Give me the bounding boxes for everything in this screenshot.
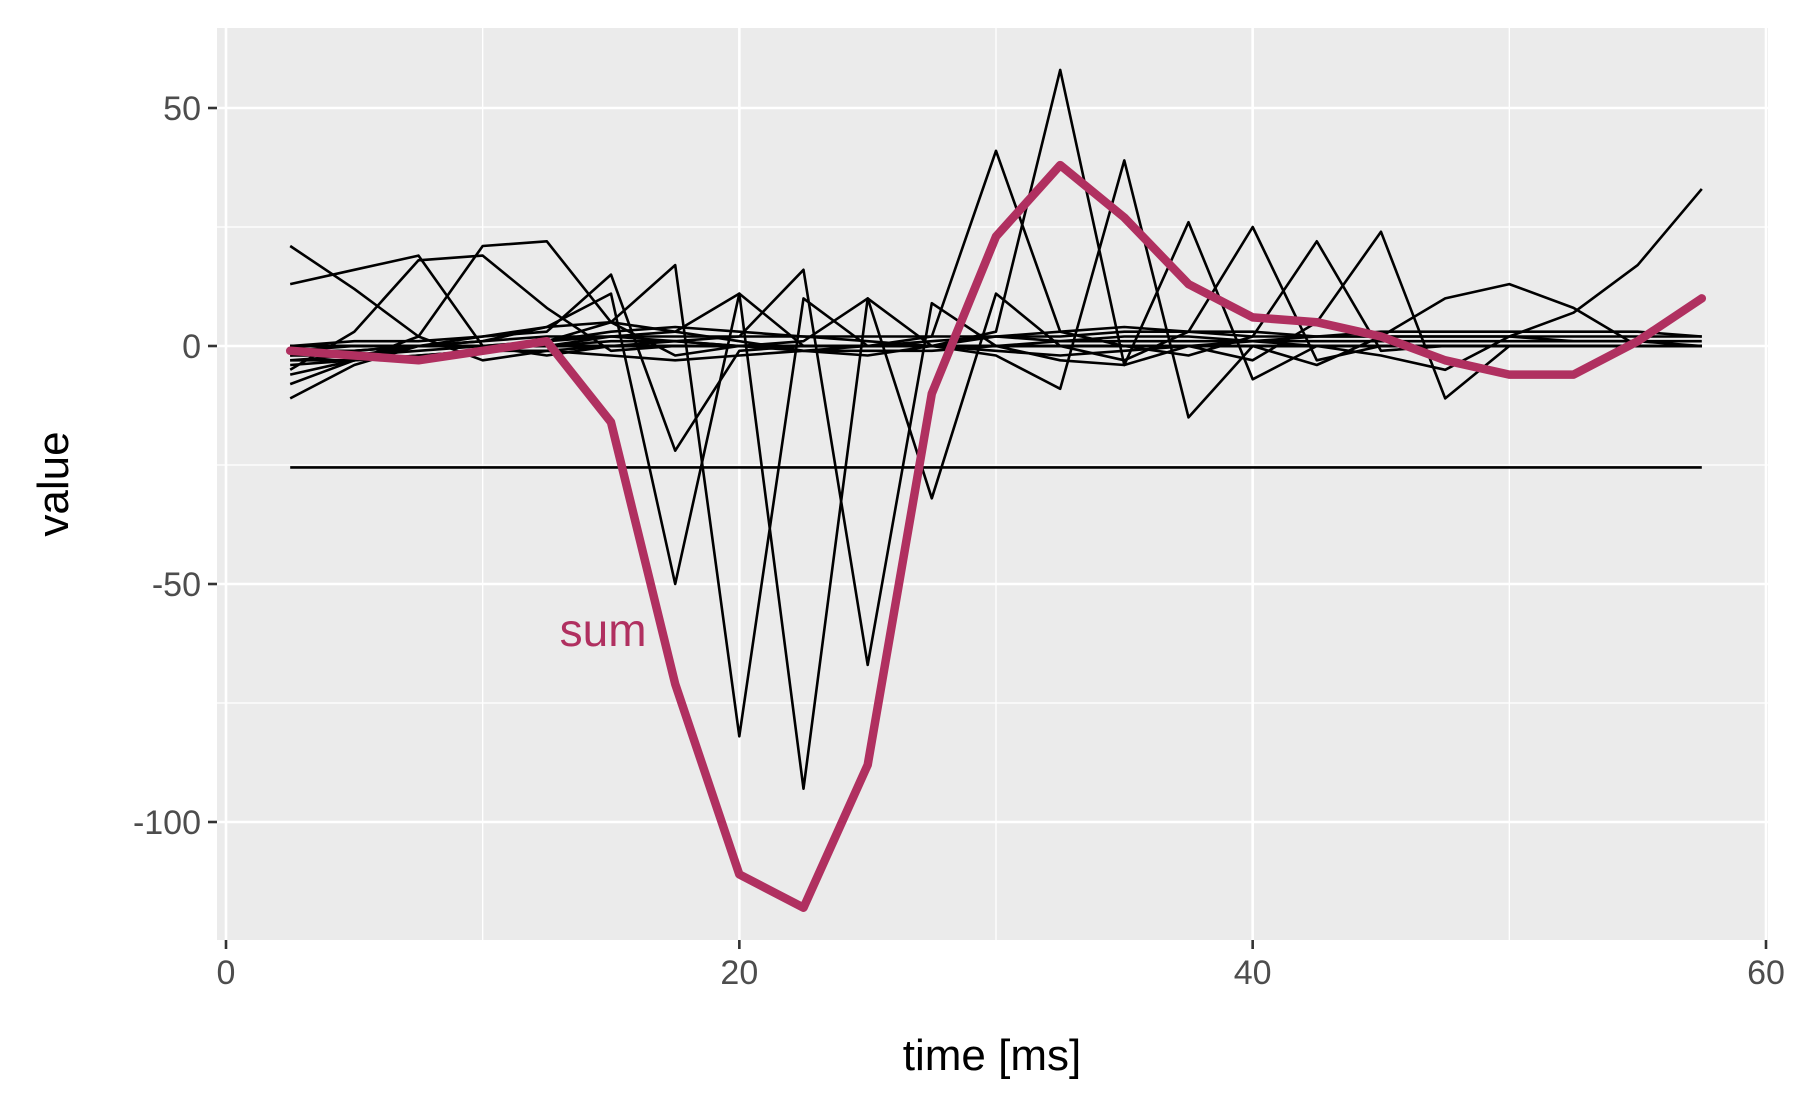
x-tick-label: 60 [1747,954,1785,992]
y-axis-title: value [29,431,78,536]
axes: 0 20 40 60 50 0 -50 -100 [133,90,1785,992]
y-tick-label: -100 [133,804,201,842]
y-tick-label: 50 [163,90,201,128]
y-tick-label: -50 [152,566,201,604]
sum-annotation: sum [560,604,647,656]
sum-line-group [285,160,1707,912]
sum-series-line [285,160,1707,912]
x-axis-title: time [ms] [903,1031,1081,1080]
grid-lines [217,28,1768,942]
x-tick-label: 20 [720,954,758,992]
y-tick-label: 0 [182,328,201,366]
x-tick-label: 0 [217,954,236,992]
component-series-line-22 [290,335,1702,353]
x-tick-label: 40 [1234,954,1272,992]
